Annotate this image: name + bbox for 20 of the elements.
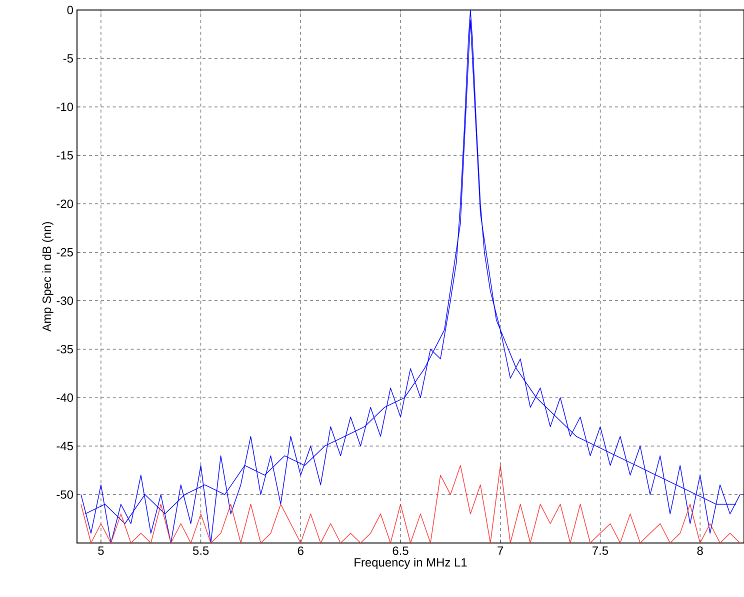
y-tick-label: -25 — [56, 248, 73, 256]
y-axis-title: Amp Spec in dB (nn) — [42, 222, 54, 332]
x-tick-label: 8 — [697, 546, 703, 555]
y-tick-label: -15 — [56, 151, 73, 160]
x-tick-label: 7 — [498, 546, 504, 555]
y-tick-label: -40 — [56, 393, 74, 402]
x-tick-label: 6.5 — [392, 546, 408, 555]
x-tick-label: 6 — [298, 546, 304, 555]
y-tick-label: -45 — [56, 442, 73, 450]
y-tick-label: -5 — [63, 54, 73, 63]
y-tick-label: -50 — [56, 490, 74, 499]
x-tick-label: 5.5 — [192, 546, 209, 555]
y-tick-label: -10 — [56, 102, 74, 112]
y-tick-label: 0 — [67, 6, 74, 14]
x-tick-label: 5 — [98, 546, 104, 555]
y-tick-label: -20 — [56, 200, 74, 208]
y-tick-label: -30 — [56, 296, 74, 305]
y-tick-label: -35 — [56, 344, 73, 354]
x-axis-title: Frequency in MHz L1 — [354, 558, 467, 569]
x-tick-label: 7.5 — [592, 546, 608, 555]
